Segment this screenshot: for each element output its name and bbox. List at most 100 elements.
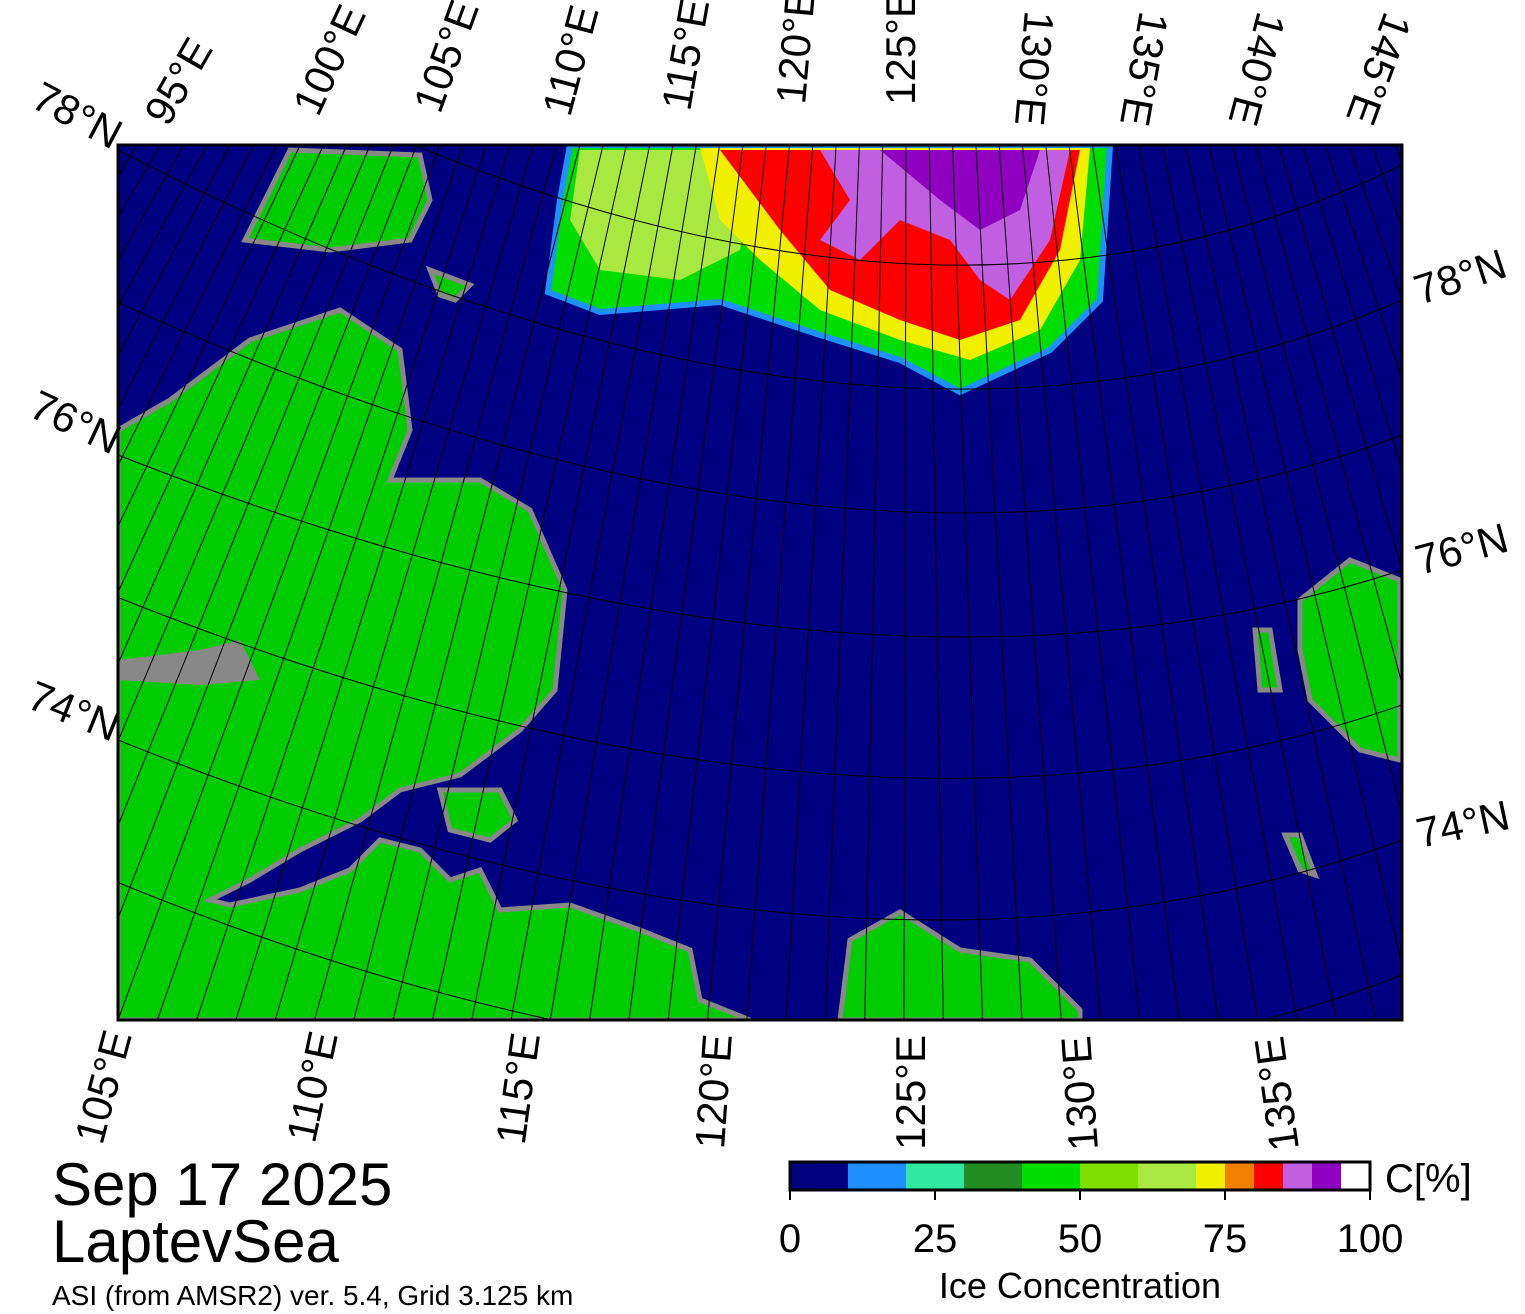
meridian (1068, 145, 1180, 1020)
meridian (1185, 145, 1377, 1020)
meridian (1208, 145, 1402, 968)
parallel (118, 454, 1402, 638)
top-lon-label: 135°E (1111, 8, 1177, 129)
meridian (1324, 145, 1402, 381)
meridian (235, 145, 511, 1020)
top-lon-label: 95°E (135, 30, 221, 133)
colorbar-segment (1312, 1162, 1341, 1190)
graticule (0, 145, 1402, 1020)
bottom-lon-label: 125°E (887, 1035, 934, 1150)
parallel (118, 302, 1402, 514)
meridian (903, 145, 907, 1020)
meridian (392, 145, 604, 1020)
meridian (353, 145, 581, 1020)
top-lon-label: 105°E (404, 0, 487, 118)
meridian (118, 145, 208, 308)
meridian (928, 145, 944, 1020)
meridian (156, 145, 464, 1020)
right-lat-label: 76°N (1410, 514, 1513, 584)
meridian (118, 145, 394, 828)
colorbar-tick-label: 50 (1058, 1217, 1103, 1261)
colorbar-unit: C[%] (1385, 1157, 1472, 1201)
colorbar-segment (1022, 1162, 1080, 1190)
top-lon-label: 115°E (653, 0, 719, 114)
parallel (118, 739, 1402, 921)
meridian (1091, 145, 1219, 1020)
colorbar-segment (1254, 1162, 1283, 1190)
top-lon-label: 110°E (533, 0, 607, 120)
meridian (1138, 145, 1298, 1020)
colorbar: 0 25 50 75 100 (779, 1160, 1404, 1261)
frame (116, 143, 1404, 1022)
meridian (707, 145, 790, 1020)
colorbar-tick-label: 25 (913, 1217, 958, 1261)
meridian (118, 145, 441, 1020)
right-lat-label: 78°N (1408, 240, 1512, 314)
meridian (510, 145, 674, 1020)
meridian (0, 145, 44, 1020)
source: ASI (from AMSR2) ver. 5.4, Grid 3.125 km (52, 1280, 573, 1311)
meridian (1301, 145, 1402, 471)
top-lon-label: 145°E (1337, 7, 1420, 131)
top-lon-label: 125°E (877, 0, 924, 105)
meridian (118, 145, 418, 920)
meridian (746, 145, 814, 1020)
meridian (118, 145, 278, 467)
colorbar-segment (1283, 1162, 1312, 1190)
bottom-lon-label: 130°E (1052, 1034, 1107, 1152)
left-lat-label: 76°N (23, 381, 128, 463)
meridian (314, 145, 557, 1020)
meridian (1022, 145, 1101, 1020)
date: Sep 17 2025 (52, 1151, 392, 1218)
colorbar-segment (790, 1162, 848, 1190)
top-lon-label: 100°E (284, 0, 375, 122)
meridian (0, 145, 21, 1020)
colorbar-segment (1138, 1162, 1196, 1190)
meridian (1115, 145, 1259, 1020)
meridian (431, 145, 627, 1020)
bottom-lon-label: 135°E (1245, 1034, 1308, 1154)
meridian (0, 145, 91, 1020)
meridian (998, 145, 1062, 1020)
meridian (549, 145, 697, 1020)
meridian (0, 145, 67, 1020)
colorbar-segment (906, 1162, 964, 1190)
meridian (785, 145, 837, 1020)
meridian (975, 145, 1023, 1020)
bottom-lon-label: 110°E (278, 1027, 347, 1146)
meridian (1348, 145, 1402, 301)
bottom-lon-label: 120°E (686, 1032, 741, 1150)
meridian (274, 145, 534, 1020)
map (0, 145, 1402, 1020)
colorbar-tick-label: 75 (1203, 1217, 1248, 1261)
top-lon-label: 140°E (1220, 8, 1295, 131)
meridian (118, 145, 231, 357)
meridian (628, 145, 744, 1020)
bottom-lon-label: 115°E (487, 1030, 549, 1147)
parallel (118, 149, 1402, 390)
colorbar-segment (1225, 1162, 1254, 1190)
top-lon-label: 120°E (767, 0, 824, 106)
parallel (118, 597, 1402, 779)
meridian (1278, 145, 1402, 572)
meridian (1255, 145, 1402, 686)
left-lat-label: 74°N (22, 672, 127, 751)
region: LaptevSea (52, 1208, 340, 1275)
colorbar-segment (848, 1162, 906, 1190)
ice-max (880, 150, 1040, 230)
meridian (1231, 145, 1402, 817)
meridian (0, 145, 114, 1020)
meridian (118, 145, 255, 410)
meridian (471, 145, 651, 1020)
parallel (412, 145, 1402, 266)
top-lon-label: 130°E (1006, 9, 1063, 128)
meridian (952, 145, 984, 1020)
meridian (1045, 145, 1141, 1020)
colorbar-segment (964, 1162, 1022, 1190)
meridian (118, 145, 324, 594)
colorbar-segment (1196, 1162, 1225, 1190)
meridian (589, 145, 721, 1020)
colorbar-tick-label: 100 (1337, 1217, 1404, 1261)
meridian (1161, 145, 1337, 1020)
